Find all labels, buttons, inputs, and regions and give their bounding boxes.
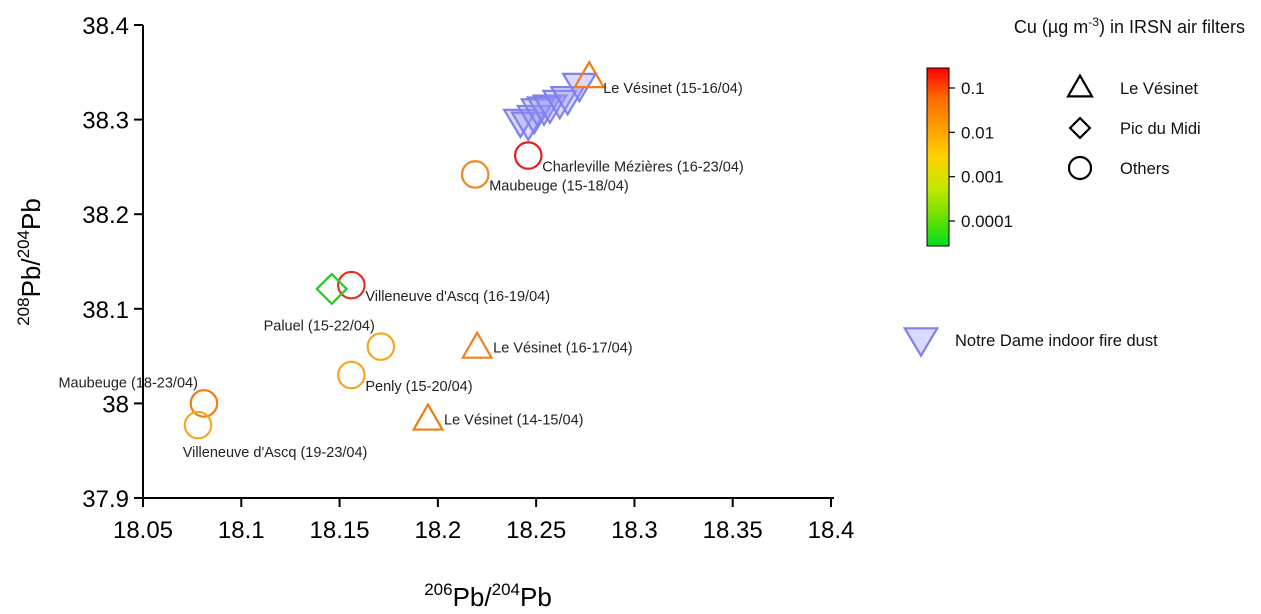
irsn-circle-marker [337,270,366,300]
irsn-circle-marker [183,410,213,440]
y-tick-label: 38.4 [82,13,129,40]
point-label: Charleville Mézières (16-23/04) [542,160,743,176]
y-tick-label: 37.9 [82,486,129,513]
legend-shape-label: Pic du Midi [1120,120,1201,138]
y-label-sup1: 208 [14,297,33,325]
legend-diamond-icon [1068,116,1092,140]
point-label: Paluel (15-22/04) [264,319,375,335]
legend-title: Cu (µg m-3) in IRSN air filters [1014,15,1245,37]
colorbar-tick-label: 0.0001 [961,212,1013,231]
point-label: Maubeuge (15-18/04) [489,178,628,194]
irsn-triangle-marker [460,330,494,359]
x-tick-label: 18.3 [611,517,658,544]
irsn-circle-marker [189,389,219,418]
y-ticks: 37.9 38 38.1 38.2 38.3 38.4 [82,13,143,513]
point-label: Maubeuge (18-23/04) [58,375,197,391]
y-label-tail: Pb [16,198,46,230]
y-label-sup2: 204 [14,230,33,258]
x-tick-label: 18.1 [218,517,265,544]
legend-series-label: Notre Dame indoor fire dust [955,332,1158,350]
y-label-base: Pb/ [16,258,46,298]
series-legend: Notre Dame indoor fire dust [902,327,1158,358]
point-label: Le Vésinet (16-17/04) [493,341,632,357]
shape-legend: Le Vésinet Pic du Midi Others [1066,73,1201,181]
x-label-base: Pb/ [453,582,493,612]
y-tick-label: 38 [102,391,129,418]
axes [142,25,834,499]
irsn-circle-marker [513,141,543,170]
point-label: Penly (15-20/04) [365,379,472,395]
colorbar-tick-label: 0.01 [961,123,994,142]
legend-title-sup: -3 [1088,15,1099,29]
legend-triangle-icon [1066,73,1094,98]
colorbar-tick-label: 0.001 [961,168,1004,187]
y-tick-label: 38.3 [82,108,129,135]
irsn-diamond-marker [315,272,349,306]
x-tick-label: 18.35 [703,517,763,544]
point-label: Villeneuve d'Ascq (16-19/04) [365,289,550,305]
notre-dame-marker [541,89,578,121]
legend-circle-icon [1067,155,1093,181]
point-label: Le Vésinet (15-16/04) [603,81,742,97]
legend-title-base: Cu (µg m [1014,17,1088,37]
point-label: Villeneuve d'Ascq (19-23/04) [183,445,368,461]
legend-notre-dame-icon [902,327,940,358]
y-tick-label: 38.2 [82,202,129,229]
irsn-circle-marker [460,160,490,189]
x-axis-label: 206Pb/204Pb [424,580,552,612]
x-label-sup2: 204 [492,580,520,599]
notre-dame-marker [510,111,547,143]
irsn-circle-marker [366,332,396,361]
notre-dame-marker [531,94,569,126]
legend-title-tail: ) in IRSN air filters [1099,17,1245,37]
point-label: Le Vésinet (14-15/04) [444,412,583,428]
x-tick-label: 18.4 [808,517,855,544]
x-tick-label: 18.25 [506,517,566,544]
x-label-sup1: 206 [424,580,452,599]
y-tick-label: 38.1 [82,297,129,324]
colorbar-tick-label: 0.1 [961,79,985,98]
irsn-triangle-marker [411,402,445,431]
x-tick-label: 18.15 [310,517,370,544]
x-tick-label: 18.05 [113,517,173,544]
colorbar [926,67,950,247]
irsn-circle-marker [337,360,366,390]
legend-shape-label: Others [1120,160,1170,178]
legend: Cu (µg m-3) in IRSN air filters 0.10.010… [902,15,1245,358]
irsn-triangle-marker [572,59,606,89]
x-ticks: 18.05 18.1 18.15 18.2 18.25 18.3 18.35 18.4 [113,498,854,544]
data-marks [183,59,606,440]
x-tick-label: 18.2 [414,517,461,544]
legend-shape-label: Le Vésinet [1120,80,1198,98]
colorbar-ticks: 0.1 0.01 0.001 0.0001 [949,79,1013,231]
point-annotations: Le Vésinet (15-16/04) Charleville Mézière… [58,81,743,461]
y-axis-label: 208Pb/204Pb [14,198,46,326]
x-label-tail: Pb [520,582,552,612]
